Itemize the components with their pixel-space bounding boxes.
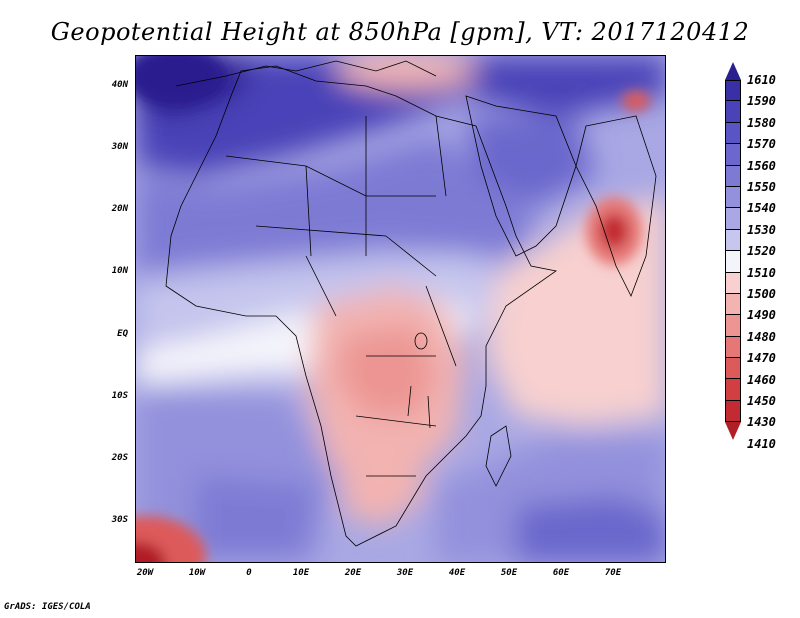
colorbar-arrow-bottom xyxy=(725,422,741,441)
colorbar-cell xyxy=(725,165,741,187)
colorbar-label: 1520 xyxy=(747,244,776,259)
colorbar-cell xyxy=(725,186,741,209)
colorbar-label: 1540 xyxy=(747,201,776,216)
colorbar-label: 1550 xyxy=(747,180,776,194)
lat-label-30n: 30N xyxy=(111,142,128,152)
colorbar-label: 1470 xyxy=(747,351,776,366)
country-borders xyxy=(225,115,457,477)
colorbar-label: 1570 xyxy=(747,137,776,152)
colorbar-label: 1580 xyxy=(747,115,776,130)
colorbar xyxy=(725,62,741,441)
colorbar-cell xyxy=(725,379,741,401)
lon-label-10e: 10E xyxy=(292,568,310,578)
colorbar-arrow-top xyxy=(725,62,741,80)
lon-label-40e: 40E xyxy=(448,568,466,578)
colorbar-cell xyxy=(725,358,741,380)
colorbar-label: 1560 xyxy=(747,158,776,173)
lon-label-20e: 20E xyxy=(344,568,362,578)
colorbar-cell xyxy=(725,101,741,123)
colorbar-cell xyxy=(725,144,741,166)
lat-label-10s: 10S xyxy=(111,391,128,401)
colorbar-label: 1460 xyxy=(747,372,776,387)
grads-credit: GrADS: IGES/COLA xyxy=(4,602,91,612)
colorbar-label: 1500 xyxy=(747,287,776,301)
colorbar-cell xyxy=(725,122,741,145)
colorbar-cell xyxy=(725,315,741,337)
colorbar-cell xyxy=(725,251,741,273)
colorbar-cell xyxy=(725,208,741,230)
height-field-cores xyxy=(136,56,650,562)
colorbar-cell xyxy=(725,229,741,252)
india-coastline xyxy=(575,115,657,297)
lon-label-60e: 60E xyxy=(552,568,570,578)
colorbar-cell xyxy=(725,272,741,294)
lake-victoria xyxy=(414,332,428,350)
colorbar-label: 1610 xyxy=(747,73,776,87)
lon-label-30e: 30E xyxy=(396,568,414,578)
lon-label-0: 0 xyxy=(246,568,252,578)
colorbar-label: 1530 xyxy=(747,222,776,237)
colorbar-cell xyxy=(725,336,741,359)
lat-label-30s: 30S xyxy=(111,515,128,525)
madagascar-coastline xyxy=(485,425,512,487)
lat-label-10n: 10N xyxy=(111,266,128,276)
lat-label-40n: 40N xyxy=(111,80,128,90)
colorbar-label: 1510 xyxy=(747,265,776,280)
map-panel xyxy=(135,55,666,563)
geopotential-map xyxy=(136,56,665,562)
colorbar-label: 1410 xyxy=(747,436,776,451)
colorbar-label: 1590 xyxy=(747,94,776,109)
lat-label-eq: EQ xyxy=(117,329,128,339)
arabia-coastline xyxy=(465,95,577,257)
coastlines xyxy=(165,60,657,547)
lon-label-10w: 10W xyxy=(188,568,206,578)
colorbar-label: 1450 xyxy=(747,394,776,408)
lon-label-50e: 50E xyxy=(500,568,518,578)
chart-title: Geopotential Height at 850hPa [gpm], VT:… xyxy=(50,18,750,46)
lon-label-20w: 20W xyxy=(136,568,154,578)
colorbar-label: 1480 xyxy=(747,329,776,344)
colorbar-cell xyxy=(725,80,741,102)
africa-coastline xyxy=(165,65,557,547)
colorbar-label: 1430 xyxy=(747,415,776,430)
lat-label-20n: 20N xyxy=(111,204,128,214)
lon-label-70e: 70E xyxy=(604,568,622,578)
europe-coastline xyxy=(175,60,437,87)
colorbar-label: 1490 xyxy=(747,308,776,323)
colorbar-cell xyxy=(725,400,741,423)
colorbar-cell xyxy=(725,293,741,316)
lat-label-20s: 20S xyxy=(111,453,128,463)
